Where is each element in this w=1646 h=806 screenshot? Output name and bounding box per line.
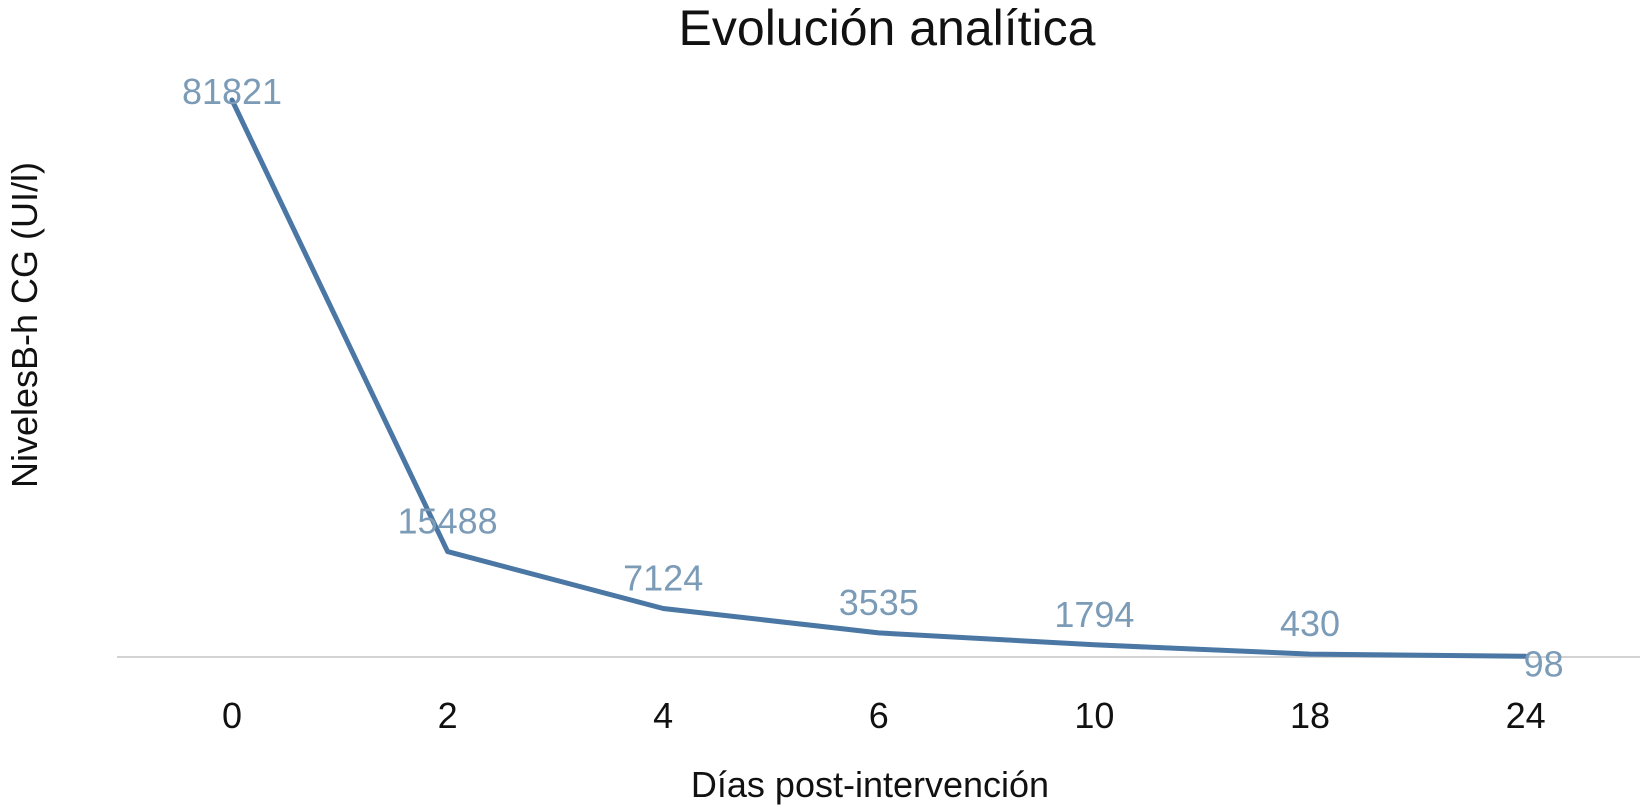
data-label: 3535 [839, 582, 919, 623]
x-tick-label: 4 [653, 695, 673, 736]
x-tick-label: 10 [1074, 695, 1114, 736]
data-label: 430 [1280, 603, 1340, 644]
data-label: 98 [1524, 643, 1564, 684]
x-tick-labels: 0 2 4 6 10 18 24 [222, 695, 1546, 736]
series-line [229, 97, 1529, 659]
data-label: 15488 [398, 501, 498, 542]
x-tick-label: 0 [222, 695, 242, 736]
data-label: 7124 [623, 558, 703, 599]
chart-title: Evolución analítica [679, 0, 1096, 56]
x-tick-label: 18 [1290, 695, 1330, 736]
y-axis-label: NivelesB-h CG (UI/l) [4, 162, 45, 488]
x-axis-label: Días post-intervención [691, 764, 1049, 805]
data-label: 81821 [182, 71, 282, 112]
data-label: 1794 [1054, 594, 1134, 635]
data-labels: 81821 15488 7124 3535 1794 430 98 [182, 71, 1564, 684]
x-tick-label: 2 [438, 695, 458, 736]
x-tick-label: 6 [869, 695, 889, 736]
x-tick-label: 24 [1506, 695, 1546, 736]
